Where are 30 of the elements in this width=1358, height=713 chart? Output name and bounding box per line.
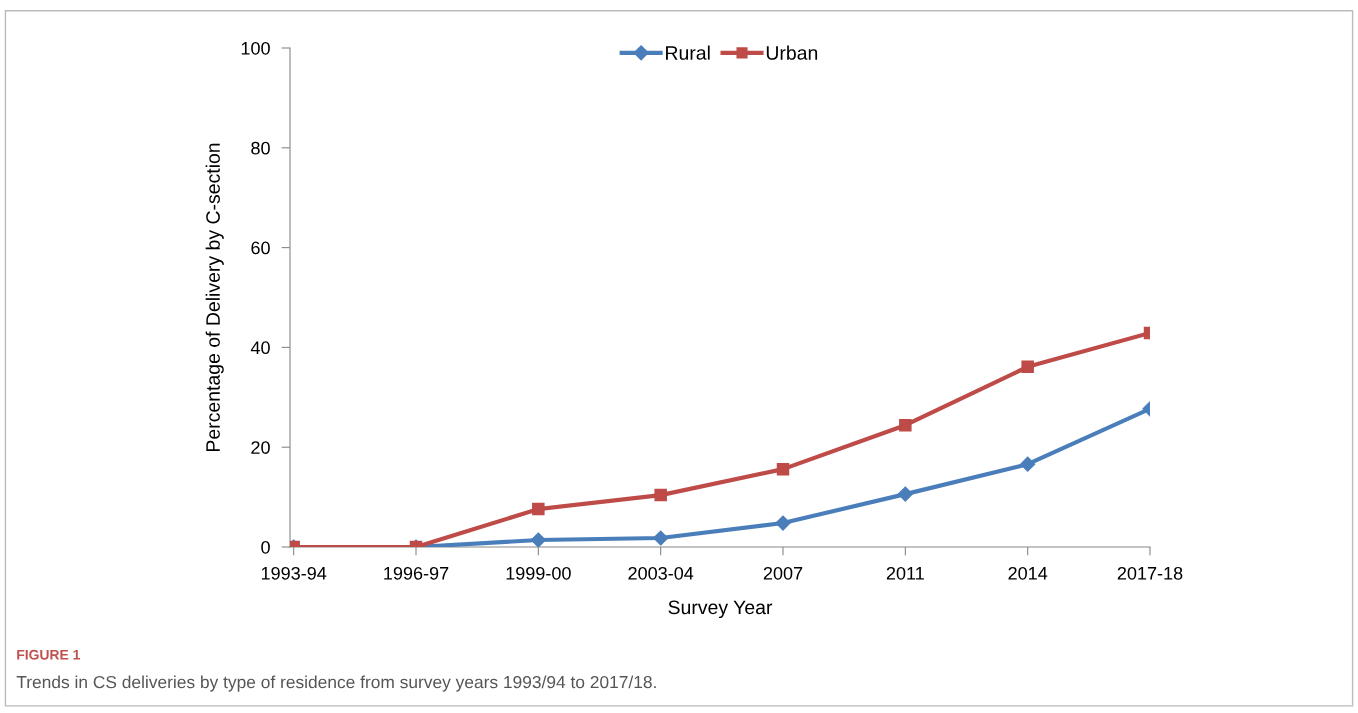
x-tick-label: 1993-94 bbox=[261, 566, 327, 580]
x-tick-label: 2011 bbox=[886, 566, 924, 580]
text: Trends in CS deliveries by type of residence from survey years 1993/94 to 2017/18. bbox=[16, 675, 656, 692]
x-tick-label: 1999-00 bbox=[506, 566, 571, 580]
y-tick-label: 80 bbox=[251, 141, 270, 155]
point bbox=[654, 488, 667, 502]
point bbox=[532, 502, 545, 516]
point bbox=[899, 418, 912, 432]
point bbox=[530, 532, 546, 547]
x-tick-label: 2003-04 bbox=[628, 566, 694, 580]
legend-label: Urban bbox=[766, 45, 818, 60]
x-tick-label: 1996-97 bbox=[384, 566, 449, 580]
point bbox=[1020, 456, 1036, 472]
x-axis-title: Survey Year bbox=[668, 600, 773, 619]
y-tick-label: 0 bbox=[261, 540, 270, 554]
x-tick-label: 2014 bbox=[1008, 566, 1048, 580]
point bbox=[653, 530, 669, 546]
y-tick-label: 20 bbox=[251, 441, 270, 454]
legend-label: Rural bbox=[666, 45, 710, 60]
caption: FIGURE 1 bbox=[17, 649, 80, 660]
y-tick-label: 40 bbox=[250, 341, 270, 355]
point bbox=[776, 462, 790, 476]
point bbox=[775, 515, 791, 531]
point bbox=[897, 486, 913, 502]
y-tick-label: 60 bbox=[251, 241, 270, 255]
point bbox=[1021, 360, 1034, 374]
y-axis-title: Percentage of Delivery by C-section bbox=[205, 143, 224, 451]
y-tick-label: 100 bbox=[241, 41, 270, 55]
x-tick-label: 2017-18 bbox=[1117, 566, 1183, 580]
x-tick-label: 2007 bbox=[763, 566, 803, 580]
